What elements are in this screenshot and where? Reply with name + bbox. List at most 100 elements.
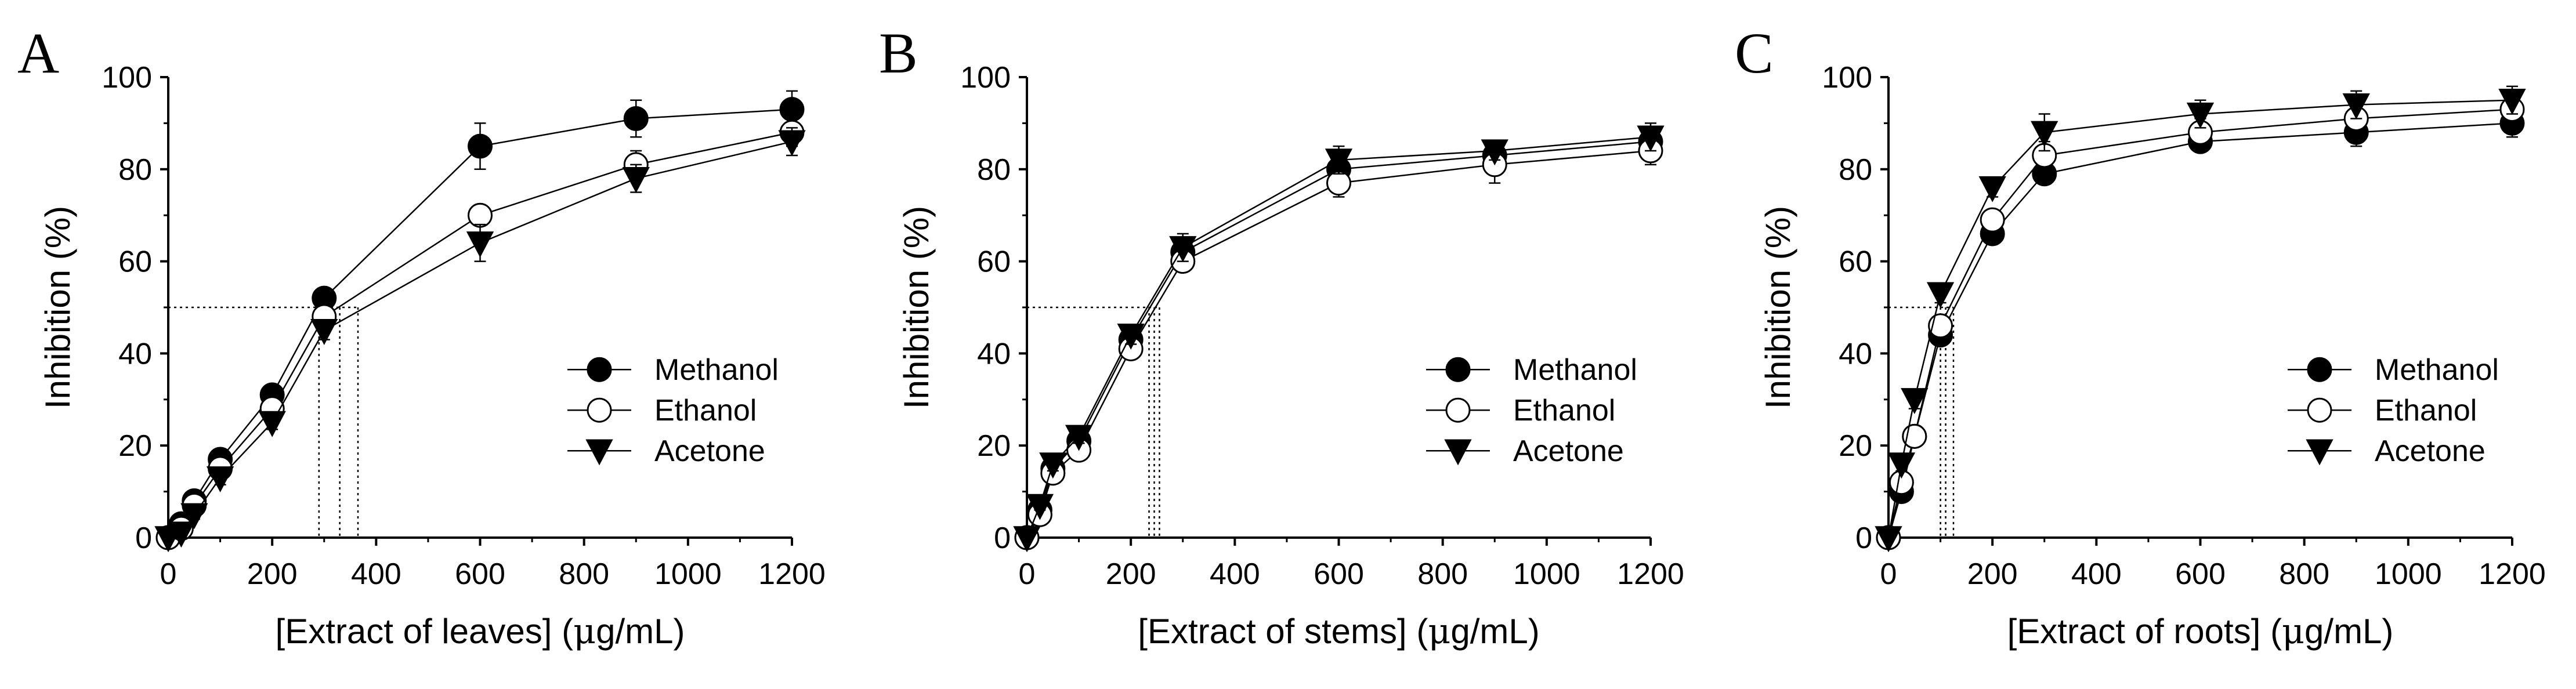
x-tick-label: 200	[247, 557, 298, 591]
data-point-acetone	[2031, 121, 2058, 147]
data-point-methanol	[623, 106, 649, 131]
y-tick-label: 60	[1839, 245, 1872, 279]
y-tick-label: 20	[977, 429, 1011, 463]
y-tick-label: 100	[102, 61, 152, 95]
data-point-acetone	[2342, 93, 2370, 119]
data-point-acetone	[778, 130, 806, 157]
legend-label-methanol: Methanol	[2375, 353, 2499, 387]
x-axis-label-main: [Extract of leaves]	[276, 612, 562, 651]
data-point-acetone	[180, 503, 208, 530]
x-tick-label: 0	[1880, 557, 1897, 591]
legend-marker-methanol	[2307, 357, 2332, 382]
panel-label: C	[1735, 21, 1774, 85]
data-point-acetone	[1325, 148, 1353, 175]
series-acetone	[1875, 85, 2526, 553]
data-point-acetone	[206, 466, 234, 493]
y-tick-label: 40	[977, 337, 1011, 371]
y-tick-label: 100	[1822, 61, 1872, 95]
x-axis-label-open: (	[2270, 612, 2282, 651]
x-axis-label-mu: μ	[573, 611, 596, 652]
data-point-acetone	[2186, 102, 2215, 129]
legend-label-acetone: Acetone	[1513, 434, 1624, 468]
series-acetone	[154, 127, 806, 553]
x-axis-label: [Extract of stems] (μg/mL)	[1138, 611, 1539, 652]
x-axis-label: [Extract of leaves] (μg/mL)	[276, 611, 685, 652]
series-line-acetone	[168, 140, 793, 539]
data-point-acetone	[1637, 125, 1665, 152]
y-tick-label: 40	[1839, 337, 1872, 371]
x-tick-label: 800	[2279, 557, 2329, 591]
series-line-methanol	[1887, 122, 2513, 538]
x-tick-label: 400	[351, 557, 401, 591]
y-tick-label: 60	[977, 245, 1011, 279]
legend-marker-acetone	[585, 439, 613, 466]
x-tick-label: 600	[2175, 557, 2226, 591]
y-tick-label: 20	[118, 429, 152, 463]
data-point-acetone	[1169, 236, 1197, 263]
y-tick-label: 40	[118, 337, 152, 371]
data-point-acetone	[1065, 425, 1093, 451]
legend-marker-methanol	[1445, 357, 1471, 382]
x-tick-label: 400	[1210, 557, 1260, 591]
y-tick-label: 80	[118, 153, 152, 187]
series-acetone	[1013, 122, 1665, 553]
x-tick-label: 1000	[1513, 557, 1580, 591]
y-axis-label: Inhibition (%)	[1759, 206, 1797, 409]
legend-marker-methanol	[587, 357, 612, 382]
data-point-acetone	[1026, 494, 1054, 520]
x-axis-label-open: (	[562, 612, 573, 651]
data-point-acetone	[1039, 452, 1067, 479]
data-point-ethanol	[1980, 207, 2005, 233]
y-tick-label: 0	[135, 521, 152, 555]
panel-label: A	[17, 21, 59, 85]
y-tick-label: 0	[994, 521, 1011, 555]
y-axis-label: Inhibition (%)	[38, 206, 77, 409]
x-axis-label-mu: μ	[2282, 611, 2304, 652]
legend-label-ethanol: Ethanol	[2375, 394, 2477, 427]
legend-label-ethanol: Ethanol	[654, 394, 757, 427]
x-tick-label: 1200	[1617, 557, 1684, 591]
y-axis-label: Inhibition (%)	[897, 206, 936, 409]
data-point-acetone	[1887, 452, 1916, 479]
x-axis-label-unit: g/mL)	[2304, 612, 2393, 651]
y-tick-label: 0	[1855, 521, 1872, 555]
data-point-acetone	[1013, 526, 1041, 553]
data-point-ethanol	[1326, 171, 1351, 196]
x-tick-label: 200	[1967, 557, 2018, 591]
series-line-ethanol	[168, 132, 793, 539]
series-ethanol	[155, 118, 805, 550]
data-point-acetone	[258, 411, 286, 437]
legend-label-acetone: Acetone	[2375, 434, 2485, 468]
legend-marker-ethanol	[587, 397, 612, 423]
x-tick-label: 200	[1106, 557, 1156, 591]
data-point-methanol	[468, 133, 493, 159]
data-point-acetone	[310, 319, 338, 345]
series-line-acetone	[1887, 99, 2513, 538]
series-line-methanol	[168, 108, 793, 538]
legend: Methanol Ethanol Acetone	[1426, 353, 1637, 468]
legend-label-acetone: Acetone	[654, 434, 765, 468]
x-axis-label-main: [Extract of stems]	[1138, 612, 1416, 651]
legend: Methanol Ethanol Acetone	[2288, 353, 2499, 468]
series-methanol	[1876, 108, 2525, 550]
x-tick-label: 0	[160, 557, 177, 591]
data-point-methanol	[779, 97, 805, 122]
series-ethanol	[1876, 95, 2525, 550]
x-tick-label: 0	[1019, 557, 1036, 591]
x-axis-label-unit: g/mL)	[596, 612, 685, 651]
x-tick-label: 600	[1314, 557, 1364, 591]
y-tick-label: 60	[118, 245, 152, 279]
data-point-acetone	[1926, 282, 1955, 309]
x-axis-label-main: [Extract of roots]	[2007, 612, 2271, 651]
y-tick-label: 20	[1839, 429, 1872, 463]
x-axis-label: [Extract of roots] (μg/mL)	[2007, 611, 2394, 652]
data-point-acetone	[1481, 139, 1508, 166]
legend-label-methanol: Methanol	[654, 353, 779, 387]
series-methanol	[155, 90, 805, 550]
data-point-acetone	[2498, 89, 2526, 115]
x-axis-label-open: (	[1416, 612, 1428, 651]
data-point-acetone	[167, 521, 196, 548]
legend-marker-acetone	[2306, 439, 2333, 466]
